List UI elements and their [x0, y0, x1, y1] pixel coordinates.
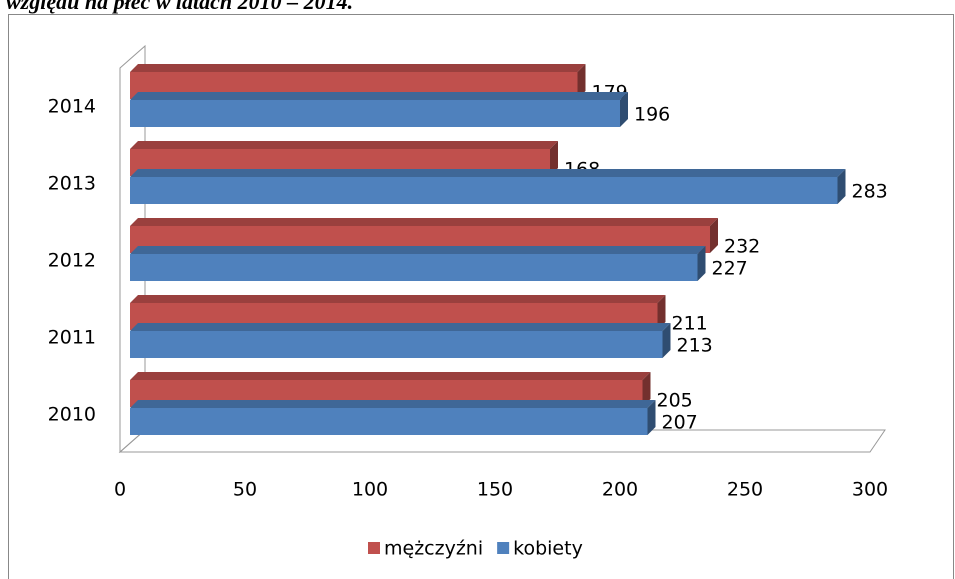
- y-tick-label: 2013: [48, 173, 96, 195]
- x-tick-label: 200: [602, 479, 638, 501]
- bar-side: [620, 92, 628, 127]
- y-tick-label: 2010: [48, 404, 96, 426]
- x-tick-label: 0: [114, 479, 126, 501]
- value-label: 205: [657, 390, 693, 412]
- x-tick-label: 250: [727, 479, 763, 501]
- bar-top: [130, 323, 671, 331]
- bar-side: [642, 372, 651, 407]
- y-tick-label: 2011: [48, 327, 96, 349]
- bar-top: [130, 246, 706, 254]
- bar: [130, 331, 663, 358]
- bar: [130, 408, 648, 435]
- caption: względu na płeć w latach 2010 – 2014.: [6, 0, 353, 14]
- value-label: 232: [724, 236, 760, 258]
- bar-group: [130, 169, 846, 204]
- bar: [130, 177, 838, 204]
- bar-side: [550, 141, 558, 176]
- bar: [130, 100, 620, 127]
- bar-group: [130, 246, 706, 281]
- legend-swatch: [497, 542, 510, 554]
- x-tick-label: 100: [352, 479, 388, 501]
- value-label: 211: [672, 313, 708, 335]
- value-label: 213: [677, 335, 713, 357]
- bar-top: [130, 92, 628, 100]
- x-tick-label: 300: [852, 479, 888, 501]
- bar-side: [577, 64, 586, 99]
- bar-top: [130, 372, 651, 380]
- bar-side: [697, 246, 706, 281]
- bar-group: [130, 400, 656, 435]
- x-tick-label: 50: [233, 479, 257, 501]
- bar-top: [130, 64, 586, 72]
- y-tick-label: 2012: [48, 250, 96, 272]
- bar-top: [130, 400, 656, 408]
- bar-group: [130, 323, 671, 358]
- floor: [118, 429, 886, 453]
- bar-side: [647, 400, 656, 435]
- x-tick-label: 150: [477, 479, 513, 501]
- chart-border: [8, 14, 954, 579]
- bar-top: [130, 218, 718, 226]
- bar-group: [130, 92, 628, 127]
- legend-swatch: [368, 542, 380, 554]
- legend-label: kobiety: [513, 538, 583, 560]
- legend-label: mężczyźni: [384, 538, 483, 560]
- bar: [130, 254, 698, 281]
- bar-side: [662, 323, 671, 358]
- bar-side: [710, 218, 718, 253]
- value-label: 227: [712, 258, 748, 280]
- value-label: 283: [852, 181, 888, 203]
- bar-top: [130, 295, 666, 303]
- y-tick-label: 2014: [48, 96, 96, 118]
- value-label: 207: [662, 412, 698, 434]
- bar-top: [130, 169, 846, 177]
- bar-side: [657, 295, 666, 330]
- value-label: 196: [634, 104, 670, 126]
- bar-side: [837, 169, 846, 204]
- bar-top: [130, 141, 558, 149]
